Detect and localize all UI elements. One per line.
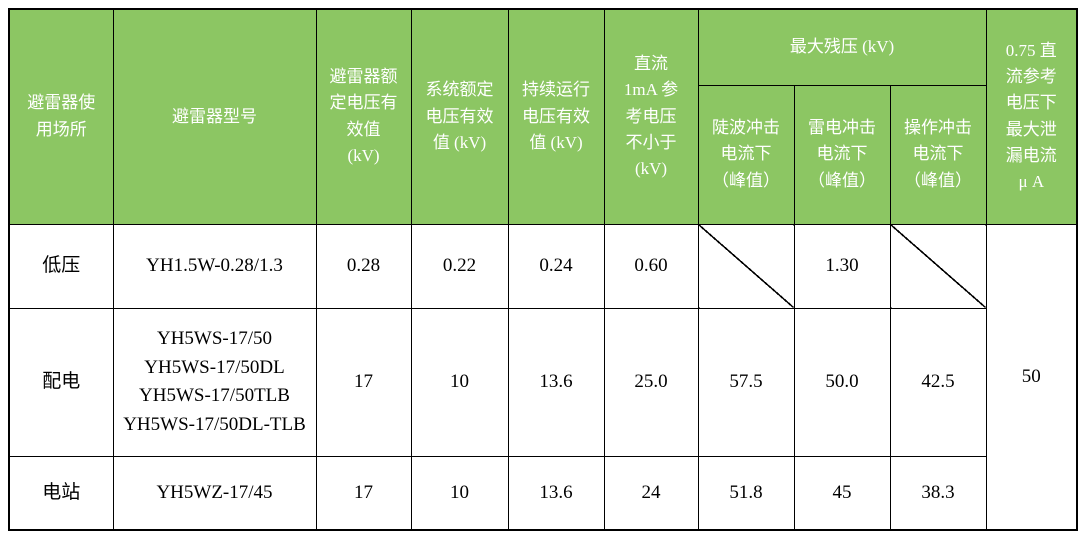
cell-r2-dc-1ma-reference-voltage: 25.0 — [603, 307, 699, 457]
cell-r2-model: YH5WS-17/50 YH5WS-17/50DL YH5WS-17/50TLB… — [112, 307, 317, 457]
header-usage-location: 避雷器使用场所 — [8, 8, 114, 225]
cell-r1-steep-wave-diagonal-slash — [697, 223, 795, 309]
cell-r1-switching-diagonal-slash — [889, 223, 987, 309]
header-dc-1ma-reference-voltage: 直流 1mA 参考电压不小于 (kV) — [603, 8, 699, 225]
cell-r3-arrester-rated-voltage: 17 — [315, 455, 412, 531]
cell-r3-location: 电站 — [8, 455, 114, 531]
header-switching-impulse: 操作冲击电流下（峰值） — [889, 84, 987, 225]
cell-r1-location: 低压 — [8, 223, 114, 309]
cell-r2-steep-wave-residual: 57.5 — [697, 307, 795, 457]
cell-r3-lightning-residual: 45 — [793, 455, 891, 531]
header-steep-wave-impulse: 陡波冲击电流下（峰值） — [697, 84, 795, 225]
cell-r1-model: YH1.5W-0.28/1.3 — [112, 223, 317, 309]
cell-r3-model: YH5WZ-17/45 — [112, 455, 317, 531]
cell-r2-lightning-residual: 50.0 — [793, 307, 891, 457]
table-row-low-voltage: 低压 YH1.5W-0.28/1.3 0.28 0.22 0.24 0.60 1… — [8, 223, 1078, 531]
cell-r3-system-rated-voltage: 10 — [410, 455, 509, 531]
header-lightning-impulse: 雷电冲击电流下（峰值） — [793, 84, 891, 225]
cell-r1-lightning-residual: 1.30 — [793, 223, 891, 309]
cell-r3-steep-wave-residual: 51.8 — [697, 455, 795, 531]
cell-r2-location: 配电 — [8, 307, 114, 457]
cell-leakage-current-value: 50 — [985, 223, 1078, 531]
header-system-rated-voltage: 系统额定电压有效值 (kV) — [410, 8, 509, 225]
header-leakage-current: 0.75 直流参考电压下最大泄漏电流 μ A — [985, 8, 1078, 225]
cell-r3-continuous-operating-voltage: 13.6 — [507, 455, 605, 531]
cell-r2-continuous-operating-voltage: 13.6 — [507, 307, 605, 457]
header-continuous-operating-voltage: 持续运行电压有效值 (kV) — [507, 8, 605, 225]
cell-r3-dc-1ma-reference-voltage: 24 — [603, 455, 699, 531]
header-model: 避雷器型号 — [112, 8, 317, 225]
header-arrester-rated-voltage: 避雷器额定电压有效值 (kV) — [315, 8, 412, 225]
cell-r2-arrester-rated-voltage: 17 — [315, 307, 412, 457]
arrester-spec-table: 避雷器使用场所 避雷器型号 避雷器额定电压有效值 (kV) 系统额定电压有效值 … — [8, 8, 1079, 531]
cell-r2-switching-residual: 42.5 — [889, 307, 987, 457]
cell-r1-arrester-rated-voltage: 0.28 — [315, 223, 412, 309]
cell-r1-system-rated-voltage: 0.22 — [410, 223, 509, 309]
table-row-station: 电站 YH5WZ-17/45 17 10 13.6 24 51.8 45 38.… — [8, 455, 1077, 531]
cell-r2-system-rated-voltage: 10 — [410, 307, 509, 457]
table-row-distribution: 配电 YH5WS-17/50 YH5WS-17/50DL YH5WS-17/50… — [8, 307, 1077, 457]
header-max-residual-voltage-group: 最大残压 (kV) — [697, 8, 987, 86]
cell-r1-dc-1ma-reference-voltage: 0.60 — [603, 223, 699, 309]
cell-r3-switching-residual: 38.3 — [889, 455, 987, 531]
cell-r1-continuous-operating-voltage: 0.24 — [507, 223, 605, 309]
